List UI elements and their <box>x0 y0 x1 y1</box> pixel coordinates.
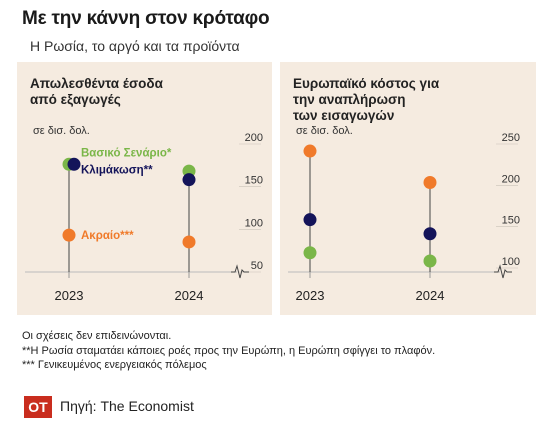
chart-subtitle: Η Ρωσία, το αργό και τα προϊόντα <box>30 38 240 54</box>
series-label: Κλιμάκωση** <box>81 164 153 176</box>
x-tick-label: 2023 <box>296 288 325 303</box>
data-point-1 <box>303 213 317 227</box>
data-point-2 <box>62 228 76 242</box>
panel-title-line: από εξαγωγές <box>30 92 121 107</box>
x-tick-label: 2024 <box>175 288 204 303</box>
data-point-0 <box>423 254 437 268</box>
data-point-1 <box>182 173 196 187</box>
x-tick-label: 2024 <box>416 288 445 303</box>
y-tick-label: 250 <box>502 132 520 144</box>
panel-title-line: Απωλεσθέντα έσοδα <box>30 76 163 91</box>
data-point-1 <box>67 157 81 171</box>
series-label: Ακραίο*** <box>81 230 134 242</box>
panel-lost-export-revenue: 50 100 150 200 2023 2024 Βασικό Σενάριο* Κλιμάκ… <box>17 62 272 315</box>
chart-title: Με την κάννη στον κρόταφο <box>22 8 270 29</box>
data-point-0 <box>303 246 317 260</box>
data-point-2 <box>303 144 317 158</box>
y-tick-label: 100 <box>245 217 263 229</box>
y-tick-label: 200 <box>245 132 263 144</box>
y-tick-label: 150 <box>502 215 520 227</box>
chart-european-import-cost: 100 150 200 250 2023 2024 <box>288 132 520 303</box>
x-tick-label: 2023 <box>55 288 84 303</box>
axis-break-icon <box>231 264 249 279</box>
panel-title: Απωλεσθέντα έσοδα από εξαγωγές <box>30 76 163 108</box>
y-tick-label: 50 <box>251 260 263 272</box>
unit-label: σε δισ. δολ. <box>33 125 90 137</box>
axis-break-icon <box>494 264 512 279</box>
ot-logo: ΟΤ <box>24 396 52 418</box>
data-point-2 <box>423 175 437 189</box>
panel-title-line: την αναπλήρωση <box>293 92 406 107</box>
panel-title: Ευρωπαϊκό κόστος για την αναπλήρωση των … <box>293 76 439 124</box>
unit-label: σε δισ. δολ. <box>296 125 353 137</box>
series-label: Βασικό Σενάριο* <box>81 147 172 159</box>
y-tick-label: 150 <box>245 175 263 187</box>
data-point-1 <box>423 227 437 241</box>
panel-title-line: των εισαγωγών <box>293 108 395 123</box>
footnote-line: Οι σχέσεις δεν επιδεινώνονται. <box>22 330 172 342</box>
footnote-line: *** Γενικευμένος ενεργειακός πόλεμος <box>22 359 207 371</box>
panel-european-import-cost: 100 150 200 250 2023 2024 Ευρωπαϊκό κόστος γι… <box>280 62 536 315</box>
data-point-2 <box>182 235 196 249</box>
chart-lost-export-revenue: 50 100 150 200 2023 2024 Βασικό Σενάριο* Κλιμάκ… <box>25 132 263 303</box>
footnotes: Οι σχέσεις δεν επιδεινώνονται. **Η Ρωσία… <box>22 329 435 373</box>
footnote-line: **Η Ρωσία σταματάει κάποιες ροές προς τη… <box>22 344 436 357</box>
y-tick-label: 200 <box>502 173 520 185</box>
panel-title-line: Ευρωπαϊκό κόστος για <box>293 76 440 91</box>
y-tick-label: 100 <box>502 256 520 268</box>
source-text: Πηγή: The Economist <box>60 398 194 414</box>
